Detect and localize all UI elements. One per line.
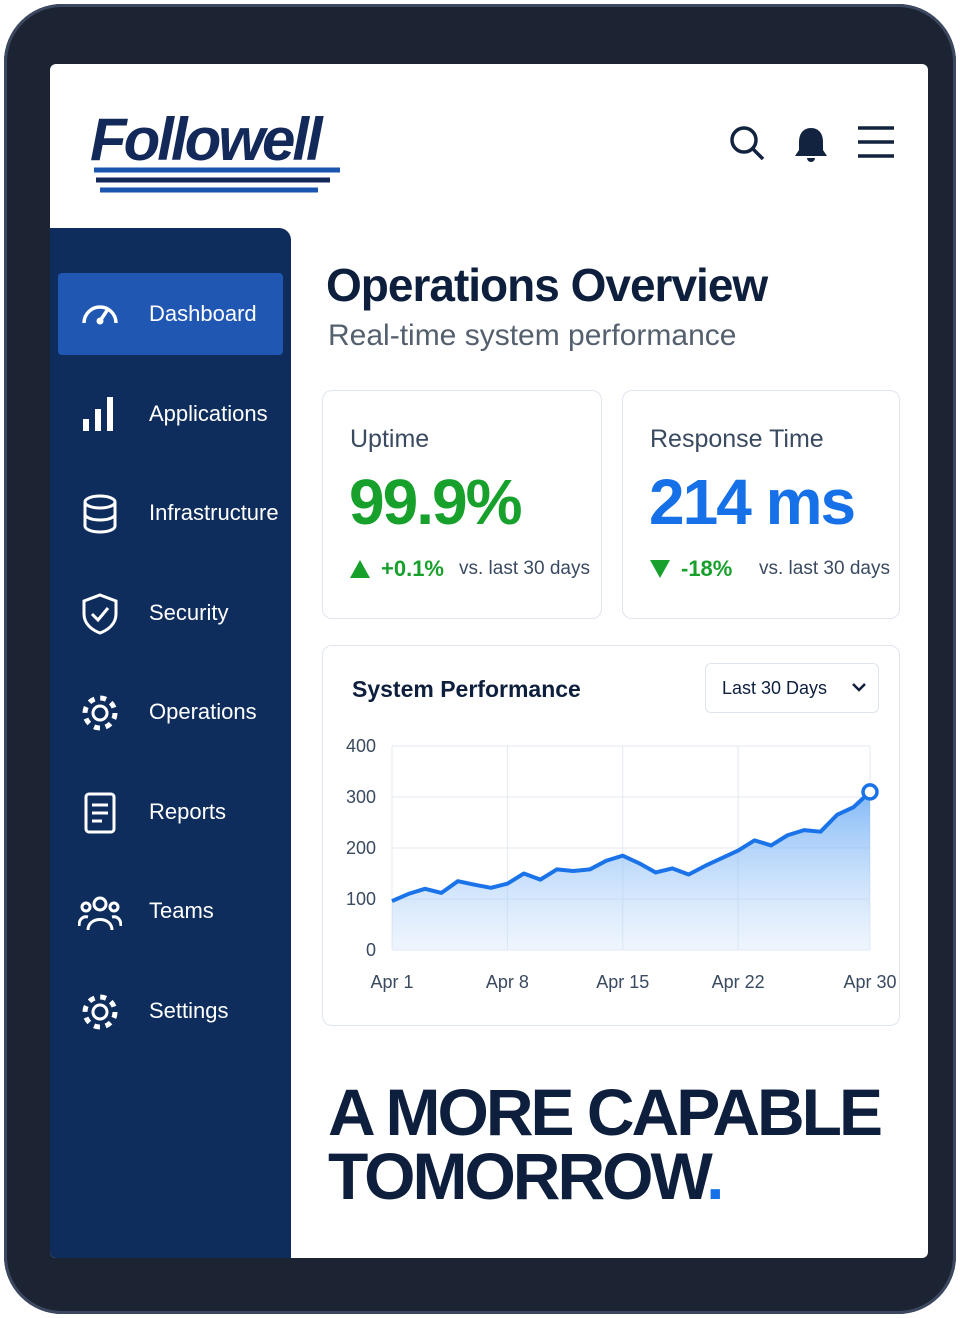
logo-stripes [94, 167, 340, 193]
nav-label: Reports [149, 798, 227, 824]
trend-arrow [650, 560, 670, 578]
logo-text: Followell [90, 106, 324, 173]
metric-card: Response Time 214 ms -18% vs. last 30 days [622, 390, 900, 619]
page-subtitle: Real-time system performance [328, 319, 737, 352]
nav-item[interactable]: Dashboard [58, 273, 283, 355]
metric-comparison: vs. last 30 days [459, 558, 590, 579]
nav-icon [83, 396, 113, 431]
logo: Followell [90, 106, 340, 193]
nav-label: Operations [149, 699, 257, 724]
nav-item[interactable]: Settings [58, 970, 283, 1052]
tagline-dot: . [706, 1139, 724, 1213]
nav-icon [82, 592, 118, 635]
nav-icon [82, 695, 118, 731]
nav-icon [84, 792, 116, 833]
nav-label: Applications [149, 400, 268, 426]
x-tick-label: Apr 30 [843, 972, 896, 992]
nav-label: Dashboard [149, 301, 257, 326]
bell-icon[interactable] [795, 128, 827, 162]
tagline-line: TOMORROW. [328, 1138, 725, 1214]
dropdown-arrow [852, 683, 866, 692]
metric-label: Response Time [650, 425, 824, 453]
nav-label: Teams [149, 898, 214, 923]
metric-label: Uptime [350, 425, 430, 453]
y-tick-label: 300 [346, 787, 376, 807]
screen: Followell Dashboard Applications Infrastru… [50, 64, 928, 1258]
nav-item[interactable]: Infrastructure [58, 472, 283, 554]
y-tick-label: 200 [346, 838, 376, 858]
metric-comparison: vs. last 30 days [759, 558, 890, 579]
nav-item[interactable]: Operations [58, 671, 283, 753]
end-point [861, 783, 879, 801]
x-tick-label: Apr 8 [486, 972, 529, 992]
nav-icon [83, 494, 117, 534]
metric-value: 99.9% [349, 466, 522, 538]
y-tick-label: 400 [346, 736, 376, 756]
line [391, 790, 872, 903]
nav-icon [78, 896, 122, 931]
chart: 0 100 200 300 400 Apr 1 Apr 8 Apr 15 Apr 22 Apr 3… [346, 736, 897, 992]
chart-title: System Performance [352, 676, 581, 702]
sidebar: Dashboard Applications Infrastructure Secur… [50, 228, 291, 1258]
x-tick-label: Apr 15 [596, 972, 649, 992]
tagline-word: TOMORROW [328, 1139, 709, 1213]
nav-label: Security [149, 599, 229, 625]
header-icons[interactable] [726, 120, 906, 170]
triangle [350, 560, 370, 578]
x-tick-label: Apr 22 [712, 972, 765, 992]
nav-label: Infrastructure [149, 500, 279, 525]
menu-icon[interactable] [858, 126, 894, 158]
range-label: Last 30 Days [722, 678, 828, 698]
nav-item[interactable]: Teams [58, 870, 283, 952]
nav-icon [82, 305, 118, 325]
nav-icon [82, 994, 118, 1029]
metric-change: +0.1% [381, 556, 444, 581]
y-tick-label: 100 [346, 889, 376, 909]
nav-item[interactable]: Security [58, 572, 283, 654]
search-icon[interactable] [730, 126, 765, 161]
metric-value: 214 ms [649, 466, 856, 538]
nav-item[interactable]: Applications [58, 373, 283, 455]
y-tick-label: 0 [366, 940, 376, 960]
nav-item[interactable]: Reports [58, 771, 283, 853]
x-tick-label: Apr 1 [370, 972, 413, 992]
range-dropdown[interactable]: Last 30 Days [705, 663, 879, 713]
metric-change: -18% [681, 556, 733, 581]
area [392, 791, 870, 950]
triangle [650, 560, 670, 578]
page-title: Operations Overview [326, 259, 768, 311]
nav-label: Settings [149, 997, 229, 1023]
trend-arrow [350, 560, 370, 578]
tagline-line: A MORE CAPABLE [328, 1075, 883, 1149]
metric-card: Uptime 99.9% +0.1% vs. last 30 days [322, 390, 602, 619]
